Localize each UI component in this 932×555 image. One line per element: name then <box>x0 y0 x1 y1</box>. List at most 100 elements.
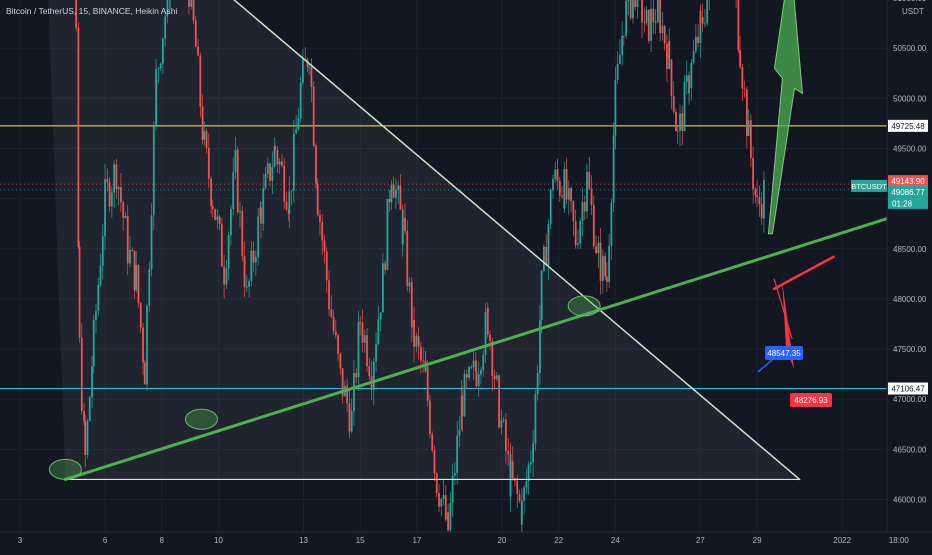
candle-body <box>295 129 298 134</box>
candle-body <box>166 0 169 17</box>
candle-body <box>643 22 646 24</box>
candle-body <box>86 420 89 456</box>
candle-body <box>590 188 593 206</box>
candle-body <box>262 188 265 224</box>
candle-body <box>572 201 575 222</box>
ascending-support-line <box>63 215 895 481</box>
candle-body <box>97 284 100 312</box>
axis-labels: 46000.00 46500.00 47000.00 47500.00 48000.00… <box>18 0 928 545</box>
candle-body <box>339 353 342 369</box>
candle-body <box>666 43 668 69</box>
candle-body <box>458 429 461 436</box>
candle-body <box>540 270 543 321</box>
symbol-badge <box>851 179 887 192</box>
candle-body <box>80 337 83 411</box>
candle-body <box>752 158 755 189</box>
candle-body <box>737 0 740 50</box>
candle-body <box>426 367 429 401</box>
candle-body <box>758 197 761 205</box>
candle-body <box>558 180 561 196</box>
candle-body <box>348 403 351 432</box>
candle-body <box>632 0 634 19</box>
candle-body <box>592 205 595 247</box>
time-axis <box>0 531 932 550</box>
candle-body <box>386 198 389 270</box>
candle-body <box>232 172 235 209</box>
candle-body <box>656 0 659 23</box>
candle-body <box>583 202 586 212</box>
level-badge-text: 49086.77 <box>891 188 925 197</box>
candle-body <box>264 174 267 189</box>
candle-body <box>122 202 125 218</box>
grid <box>0 0 900 532</box>
candle-body <box>543 246 545 271</box>
candle-body <box>223 266 226 285</box>
candle-body <box>489 334 491 342</box>
candle-body <box>475 371 478 387</box>
candle-body <box>474 360 477 372</box>
candle-body <box>431 434 434 451</box>
candle-body <box>422 360 425 362</box>
candle-body <box>605 276 608 282</box>
candle-body <box>155 69 157 127</box>
candle-body <box>207 147 210 179</box>
countdown-badge <box>888 197 928 209</box>
candle-body <box>197 46 199 56</box>
candle-body <box>334 331 337 336</box>
candle-body <box>697 36 700 44</box>
symbol-badge-text: BTCUSDT <box>851 182 887 191</box>
time-tick-label: 17 <box>412 536 421 545</box>
candle-body <box>283 165 286 202</box>
candle-body <box>304 58 307 60</box>
time-tick-label: 29 <box>753 536 762 545</box>
breakdown-line <box>772 255 835 291</box>
candle-body <box>760 204 763 219</box>
candle-body <box>108 182 111 207</box>
candle-body <box>616 63 619 80</box>
candle-body <box>106 178 109 183</box>
time-tick-label: 15 <box>356 536 365 545</box>
candle-body <box>661 26 664 33</box>
candle-body <box>741 67 744 89</box>
candle-body <box>659 0 662 33</box>
candle-body <box>95 311 97 320</box>
candle-body <box>161 38 164 64</box>
candle-body <box>588 171 591 189</box>
candle-body <box>91 366 93 398</box>
candle-body <box>384 263 387 270</box>
candle-body <box>527 464 530 482</box>
candle-body <box>699 10 702 18</box>
level-badge-text: 47106.47 <box>891 385 925 394</box>
candle-body <box>88 397 91 421</box>
candle-body <box>442 495 445 500</box>
bearish-arrow-head <box>782 280 795 370</box>
time-tick-label: 27 <box>696 536 705 545</box>
candle-body <box>681 113 684 131</box>
candle-body <box>390 184 393 203</box>
price-tick-label: 50000.00 <box>893 94 927 103</box>
candle-body <box>299 82 302 119</box>
candle-body <box>92 319 95 367</box>
candle-body <box>493 375 496 380</box>
candle-body <box>435 486 438 494</box>
touch-point-ellipse <box>48 458 82 480</box>
candle-body <box>525 481 528 488</box>
candle-body <box>135 264 138 291</box>
candle-body <box>113 164 116 193</box>
candle-body <box>350 410 353 432</box>
candle-body <box>647 9 650 41</box>
candle-body <box>516 480 519 495</box>
candle-body <box>129 250 131 264</box>
candle-body <box>502 419 505 421</box>
candle-body <box>410 282 413 328</box>
candle-body <box>604 255 607 277</box>
candle-body <box>230 208 232 236</box>
candle-body <box>117 187 120 190</box>
candle-body <box>377 319 380 344</box>
time-tick-label: 8 <box>160 536 165 545</box>
candle-body <box>210 178 212 207</box>
candle-body <box>142 327 144 363</box>
price-tick-label: 47000.00 <box>893 395 927 404</box>
